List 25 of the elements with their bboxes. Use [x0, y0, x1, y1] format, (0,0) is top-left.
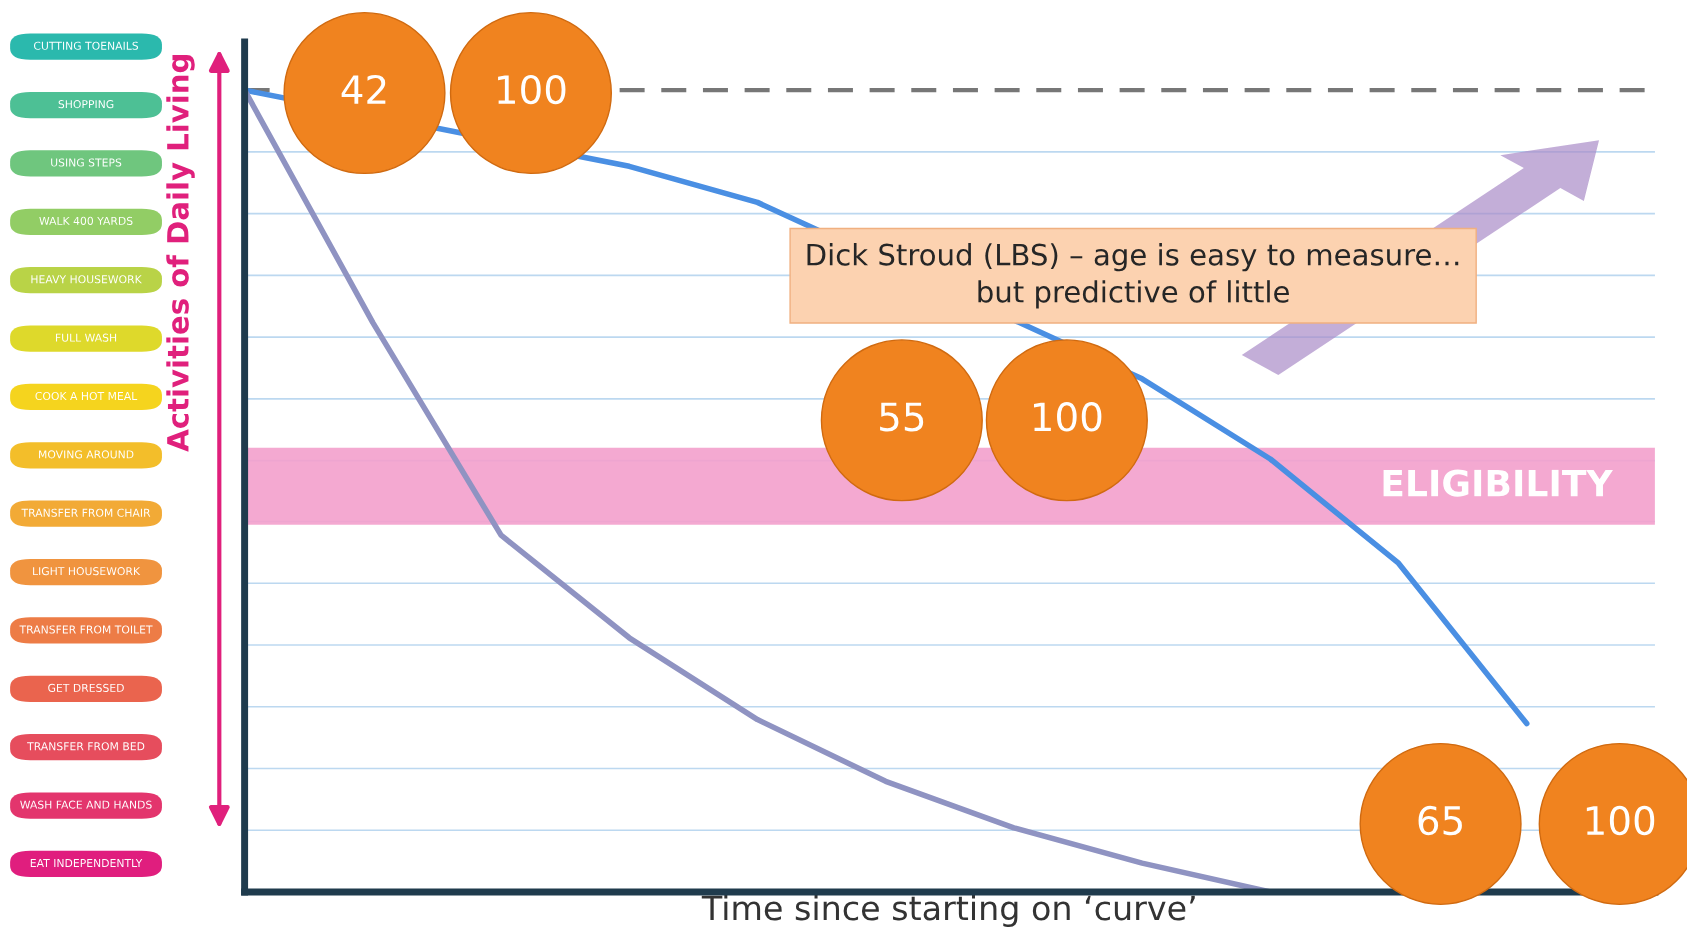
annotation: Dick Stroud (LBS) – age is easy to measure… but predictive of little [807, 243, 1459, 309]
text: CUTTING TOENAILS [34, 41, 139, 50]
text: USING STEPS [51, 158, 122, 167]
annotation: 100 [1034, 402, 1102, 432]
annotation: 100 [498, 74, 566, 105]
annotation: 42 [341, 74, 386, 104]
y-axis-title: Activities of Daily Living [166, 55, 195, 452]
x-axis-title: Time since starting on ‘curve’ [701, 894, 1195, 928]
text: LIGHT HOUSEWORK [33, 567, 141, 576]
text: MOVING AROUND [39, 450, 134, 459]
text: WASH FACE AND HANDS [20, 800, 152, 809]
text: TRANSFER FROM TOILET [19, 625, 153, 634]
text: COOK A HOT MEAL [35, 391, 138, 401]
text: TRANSFER FROM CHAIR [21, 508, 151, 517]
annotation: 65 [1418, 805, 1462, 836]
band-label: ELIGIBILITY [1383, 469, 1613, 497]
annotation: 55 [880, 402, 924, 432]
text: GET DRESSED [48, 683, 124, 692]
text: TRANSFER FROM BED [27, 742, 145, 751]
annotation: 100 [1586, 805, 1655, 836]
text: EAT INDEPENDENTLY [30, 859, 143, 867]
text: WALK 400 YARDS [39, 216, 133, 225]
text: SHOPPING [58, 100, 114, 109]
text: HEAVY HOUSEWORK [31, 275, 142, 284]
text: FULL WASH [55, 333, 117, 342]
